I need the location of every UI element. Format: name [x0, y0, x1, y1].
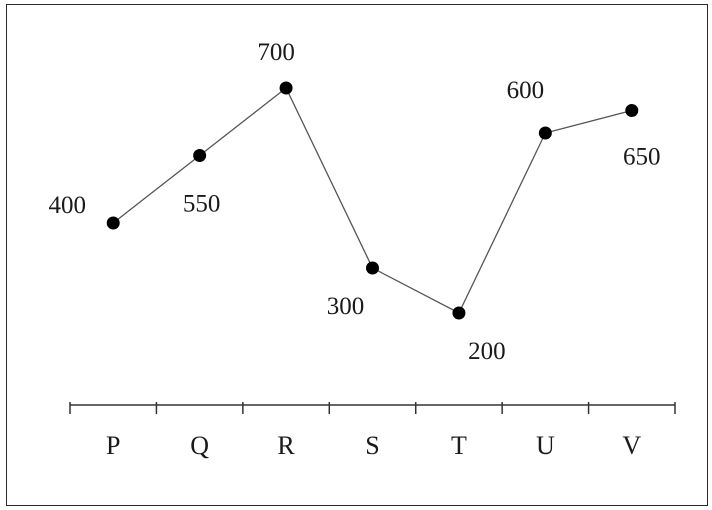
- x-tick-label-r: R: [277, 431, 295, 460]
- data-label-q: 550: [183, 191, 221, 218]
- x-tick-labels: P Q R S T U V: [106, 431, 641, 460]
- data-label-t: 200: [468, 338, 506, 365]
- data-label-u: 600: [507, 77, 545, 104]
- data-labels: 400 550 700 300 200 600 650: [48, 39, 660, 365]
- x-axis: [69, 402, 676, 414]
- x-tick-label-t: T: [451, 431, 467, 460]
- data-points: [106, 81, 639, 320]
- data-label-v: 650: [623, 144, 661, 171]
- data-point-p: [106, 216, 120, 230]
- data-point-v: [625, 104, 639, 117]
- data-point-s: [366, 261, 379, 275]
- chart-frame: [6, 4, 708, 506]
- data-point-r: [279, 81, 293, 95]
- data-point-u: [538, 126, 552, 140]
- x-tick-label-q: Q: [190, 431, 209, 460]
- data-label-s: 300: [327, 293, 365, 320]
- data-point-t: [452, 306, 466, 320]
- x-tick-label-s: S: [365, 431, 379, 460]
- x-tick-label-p: P: [106, 431, 120, 460]
- x-tick-label-u: U: [536, 431, 555, 460]
- data-point-q: [193, 149, 207, 162]
- x-tick-label-v: V: [622, 431, 641, 460]
- data-label-p: 400: [48, 192, 86, 219]
- data-label-r: 700: [257, 39, 295, 66]
